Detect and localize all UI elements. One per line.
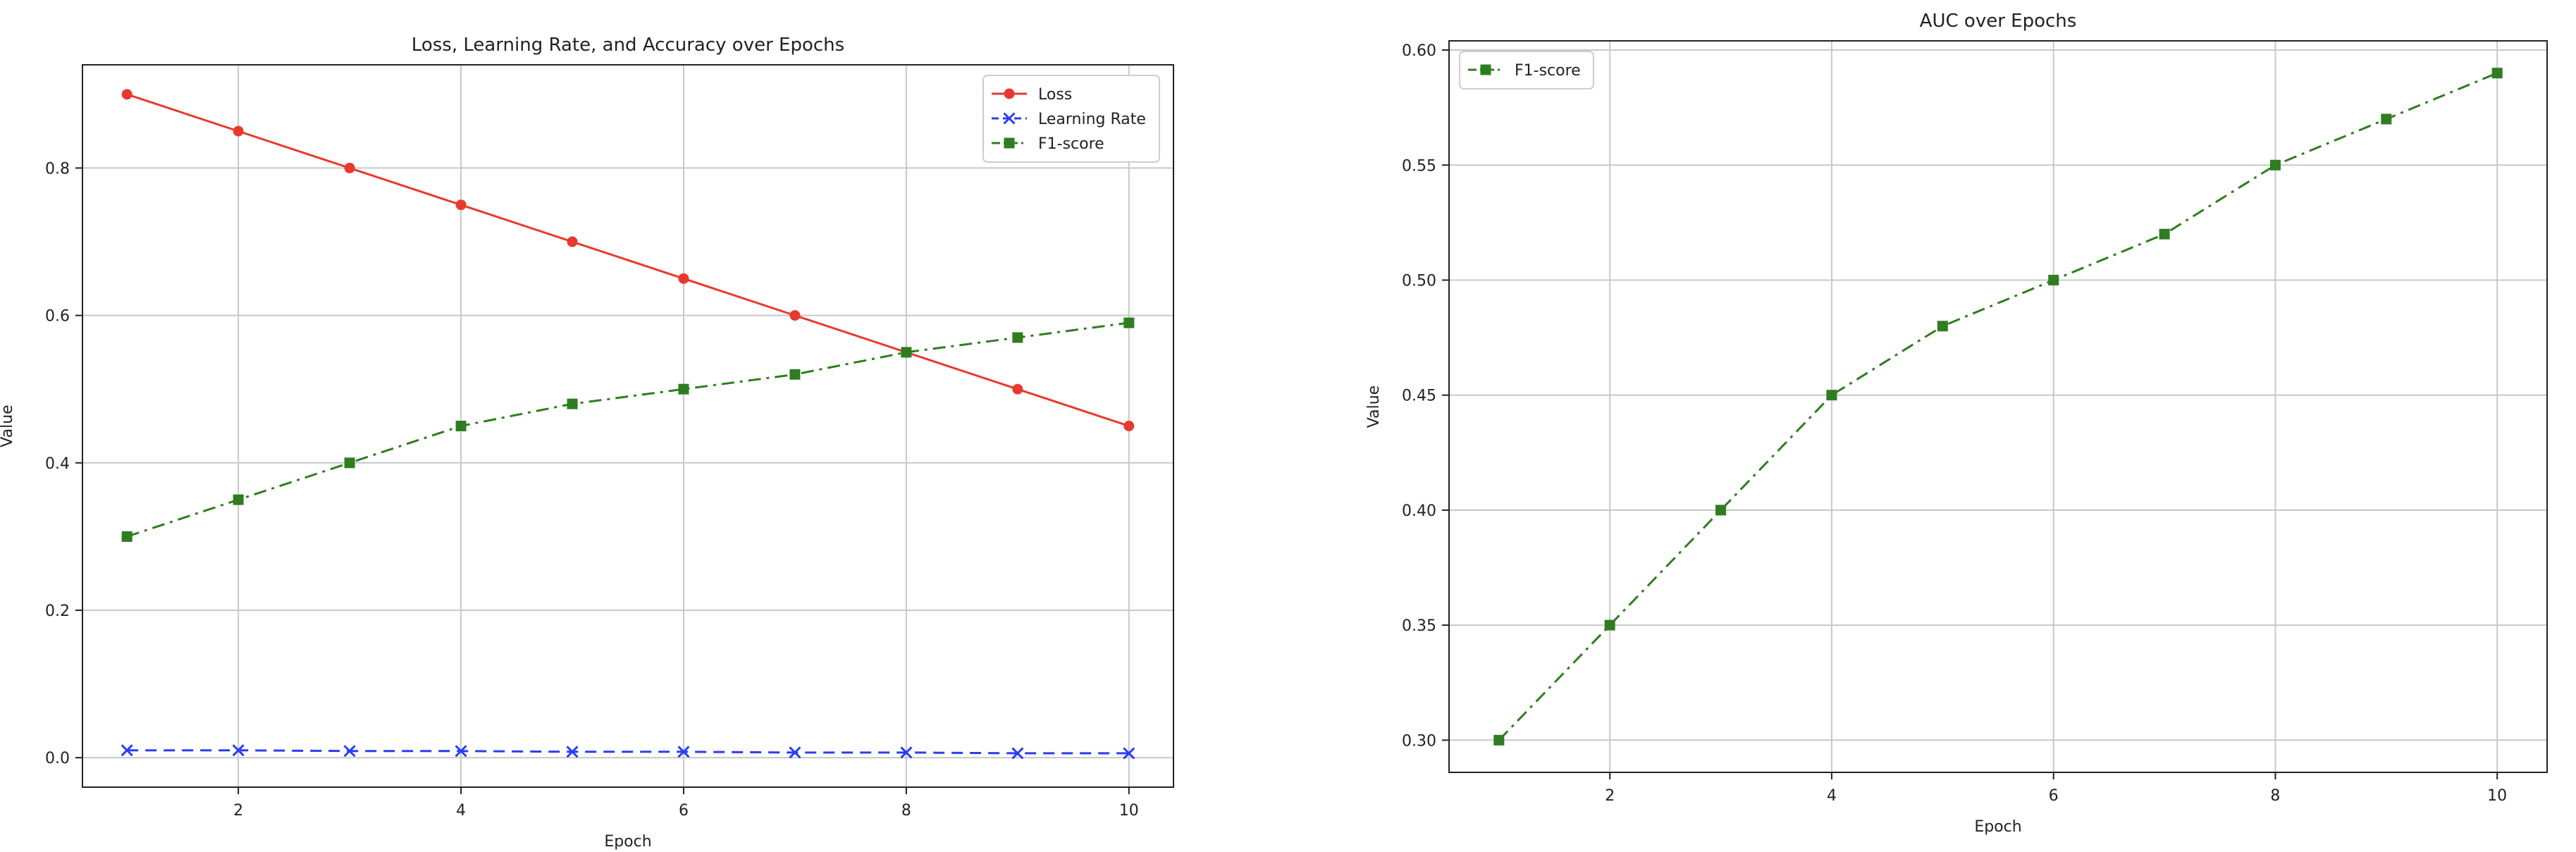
chart-1: 2 4 6 8 10 0.0 0.2 0.4 0.6 0.8 Loss, Learning Rate… bbox=[0, 35, 1174, 851]
data-point bbox=[1123, 317, 1135, 328]
legend-marker bbox=[1480, 64, 1491, 75]
data-point bbox=[343, 745, 356, 758]
data-point bbox=[1937, 321, 1948, 332]
data-point bbox=[121, 89, 133, 100]
data-point bbox=[900, 746, 913, 759]
data-point bbox=[121, 744, 133, 757]
grid bbox=[82, 65, 1173, 787]
data-point bbox=[1123, 421, 1135, 431]
data-point bbox=[1826, 390, 1837, 401]
data-point bbox=[1715, 505, 1727, 516]
data-point bbox=[455, 745, 467, 758]
y-axis-label: Value bbox=[1365, 385, 1383, 428]
grid bbox=[1449, 41, 2547, 772]
y-axis-label: Value bbox=[0, 405, 16, 447]
series-line bbox=[126, 321, 1130, 538]
legend: F1-score bbox=[1459, 51, 1594, 89]
data-point bbox=[789, 369, 801, 380]
series-line bbox=[126, 93, 1130, 427]
y-tick-label: 0.55 bbox=[1402, 157, 1436, 175]
data-point bbox=[677, 746, 690, 758]
series-loss bbox=[121, 89, 1135, 431]
x-axis-label: Epoch bbox=[604, 833, 651, 851]
y-tick-label: 0.60 bbox=[1402, 42, 1436, 60]
chart-title: Loss, Learning Rate, and Accuracy over E… bbox=[412, 35, 844, 56]
data-point bbox=[121, 531, 133, 542]
data-point bbox=[233, 125, 244, 137]
data-point bbox=[1012, 332, 1023, 343]
legend-box bbox=[982, 75, 1160, 163]
legend-marker bbox=[1003, 112, 1016, 125]
data-point bbox=[1493, 734, 1505, 746]
data-point bbox=[2491, 68, 2503, 79]
x-tick-label: 10 bbox=[1119, 802, 1139, 820]
data-point bbox=[344, 162, 355, 173]
data-point bbox=[2269, 159, 2281, 171]
data-point bbox=[1123, 747, 1135, 760]
data-point bbox=[1012, 383, 1023, 395]
x-tick-label: 2 bbox=[233, 802, 243, 820]
x-tick-label: 8 bbox=[901, 802, 911, 820]
series-line bbox=[1498, 72, 2498, 741]
legend-marker bbox=[1004, 88, 1015, 99]
legend-label: Learning Rate bbox=[1038, 111, 1146, 128]
data-point bbox=[567, 236, 578, 247]
data-point bbox=[789, 310, 801, 321]
data-point bbox=[232, 744, 245, 757]
y-tick-label: 0.4 bbox=[45, 455, 70, 473]
legend-label: F1-score bbox=[1038, 135, 1104, 153]
data-point bbox=[678, 383, 689, 395]
y-tick-label: 0.8 bbox=[45, 160, 70, 178]
data-point bbox=[2159, 228, 2170, 240]
x-tick-label: 6 bbox=[2049, 787, 2059, 805]
legend: Loss Learning Rate F1-score bbox=[982, 75, 1160, 163]
data-point bbox=[901, 347, 912, 358]
data-point bbox=[455, 421, 467, 431]
series-f1-score bbox=[121, 317, 1135, 542]
data-point bbox=[455, 199, 467, 211]
data-point bbox=[678, 273, 689, 284]
x-tick-label: 6 bbox=[679, 802, 689, 820]
x-tick-label: 10 bbox=[2487, 787, 2507, 805]
chart-title: AUC over Epochs bbox=[1920, 11, 2077, 32]
y-tick-label: 0.40 bbox=[1402, 502, 1436, 520]
plot-frame bbox=[82, 64, 1174, 788]
y-tick-label: 0.2 bbox=[45, 603, 70, 620]
data-point bbox=[344, 457, 355, 469]
y-tick-label: 0.0 bbox=[45, 750, 70, 767]
legend-box bbox=[1459, 51, 1594, 89]
y-tick-label: 0.35 bbox=[1402, 617, 1436, 635]
x-tick-label: 8 bbox=[2270, 787, 2280, 805]
x-tick-label: 2 bbox=[1605, 787, 1615, 805]
plot-frame bbox=[1448, 40, 2548, 773]
series-f1-score bbox=[1493, 68, 2503, 746]
legend-marker bbox=[1004, 137, 1015, 149]
x-axis-label: Epoch bbox=[1974, 818, 2021, 836]
series-learning-rate bbox=[121, 744, 1135, 760]
legend-label: F1-score bbox=[1515, 62, 1581, 80]
chart-2: 2 4 6 8 10 0.30 0.35 0.40 0.45 0.50 0.55 0.60 AUC ov… bbox=[1365, 11, 2548, 836]
legend-label: Loss bbox=[1038, 86, 1072, 104]
data-point bbox=[567, 398, 578, 409]
data-point bbox=[233, 494, 244, 505]
series-line bbox=[127, 749, 1129, 755]
y-tick-label: 0.50 bbox=[1402, 272, 1436, 290]
data-point bbox=[1011, 747, 1024, 760]
y-tick-label: 0.45 bbox=[1402, 388, 1436, 405]
y-tick-label: 0.30 bbox=[1402, 732, 1436, 750]
data-point bbox=[2048, 274, 2059, 285]
x-tick-label: 4 bbox=[1827, 787, 1837, 805]
y-tick-label: 0.6 bbox=[45, 308, 70, 326]
x-tick-label: 4 bbox=[456, 802, 466, 820]
data-point bbox=[1604, 619, 1615, 631]
data-point bbox=[566, 746, 579, 758]
data-point bbox=[789, 746, 801, 759]
data-point bbox=[2381, 113, 2392, 125]
